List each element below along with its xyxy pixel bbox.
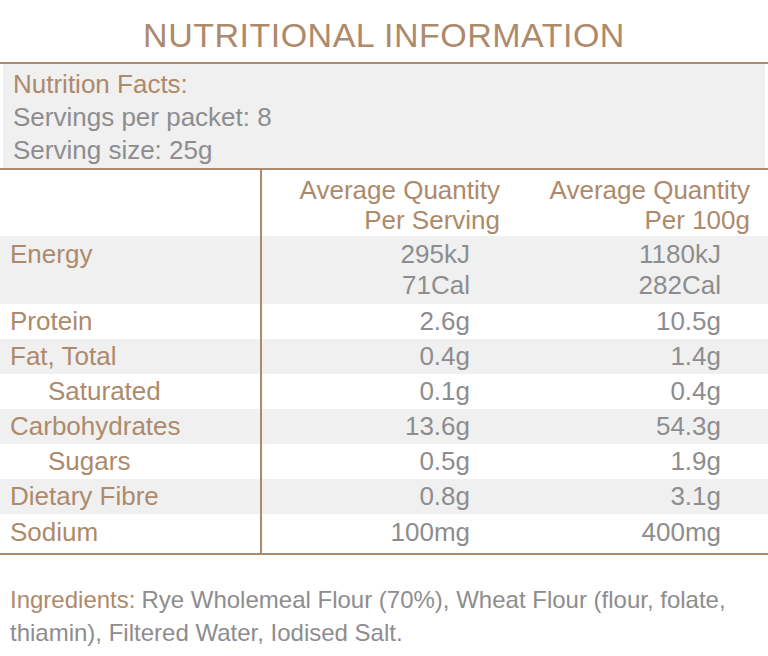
value-line: 295kJ — [260, 239, 470, 270]
column-header-line: Average Quantity — [260, 175, 500, 205]
table-header-row: Average Quantity Per Serving Average Qua… — [0, 170, 768, 236]
ingredients-section: Ingredients:Rye Wholemeal Flour (70%), W… — [0, 583, 768, 649]
row-label: Sugars — [0, 444, 260, 479]
table-row: Carbohydrates13.6g54.3g — [0, 409, 768, 444]
value-line: 1180kJ — [470, 239, 721, 270]
divider-table-bottom — [0, 553, 768, 555]
value-per-serving: 2.6g — [260, 304, 470, 339]
value-line: 0.5g — [260, 444, 470, 479]
facts-heading: Nutrition Facts: — [13, 68, 765, 101]
row-label: Dietary Fibre — [0, 479, 260, 514]
value-line: 54.3g — [470, 409, 721, 444]
row-label: Fat, Total — [0, 339, 260, 374]
value-line: 0.4g — [260, 339, 470, 374]
servings-per-packet: Servings per packet: 8 — [13, 101, 765, 134]
value-line: 100mg — [260, 514, 470, 551]
table-row: Fat, Total0.4g1.4g — [0, 339, 768, 374]
value-line: 10.5g — [470, 304, 721, 339]
table-row: Saturated0.1g0.4g — [0, 374, 768, 409]
row-label: Energy — [0, 239, 260, 304]
nutrition-label: NUTRITIONAL INFORMATION Nutrition Facts:… — [0, 0, 768, 656]
value-per-serving: 13.6g — [260, 409, 470, 444]
value-per-100g: 1.9g — [470, 444, 721, 479]
row-label: Protein — [0, 304, 260, 339]
value-line: 400mg — [470, 514, 721, 551]
column-header-line: Per 100g — [500, 205, 750, 235]
value-per-serving: 0.5g — [260, 444, 470, 479]
page-title: NUTRITIONAL INFORMATION — [0, 0, 768, 62]
row-label: Saturated — [0, 374, 260, 409]
column-divider-line — [260, 170, 262, 553]
value-line: 1.4g — [470, 339, 721, 374]
row-label: Carbohydrates — [0, 409, 260, 444]
value-per-100g: 10.5g — [470, 304, 721, 339]
column-header-line: Per Serving — [260, 205, 500, 235]
table-row: Sodium100mg400mg — [0, 514, 768, 553]
table-row: Energy295kJ71Cal1180kJ282Cal — [0, 236, 768, 304]
value-per-serving: 0.8g — [260, 479, 470, 514]
nutrition-facts-panel: Nutrition Facts: Servings per packet: 8 … — [3, 64, 765, 168]
row-label: Sodium — [0, 514, 260, 553]
value-line: 71Cal — [260, 270, 470, 301]
value-per-serving: 295kJ71Cal — [260, 239, 470, 304]
ingredients-label: Ingredients: — [10, 586, 141, 613]
value-line: 3.1g — [470, 479, 721, 514]
value-per-100g: 400mg — [470, 514, 721, 553]
value-line: 282Cal — [470, 270, 721, 301]
value-per-100g: 0.4g — [470, 374, 721, 409]
value-per-100g: 54.3g — [470, 409, 721, 444]
table-body: Energy295kJ71Cal1180kJ282CalProtein2.6g1… — [0, 236, 768, 553]
value-per-serving: 0.4g — [260, 339, 470, 374]
value-line: 1.9g — [470, 444, 721, 479]
serving-size: Serving size: 25g — [13, 134, 765, 167]
value-line: 0.8g — [260, 479, 470, 514]
value-per-100g: 1180kJ282Cal — [470, 239, 721, 304]
table-row: Sugars0.5g1.9g — [0, 444, 768, 479]
value-line: 0.1g — [260, 374, 470, 409]
value-line: 0.4g — [470, 374, 721, 409]
column-header-per-100g: Average Quantity Per 100g — [500, 175, 768, 236]
value-line: 2.6g — [260, 304, 470, 339]
table-row: Protein2.6g10.5g — [0, 304, 768, 339]
column-header-line: Average Quantity — [500, 175, 750, 205]
column-header-per-serving: Average Quantity Per Serving — [260, 175, 500, 236]
value-per-100g: 1.4g — [470, 339, 721, 374]
value-per-serving: 100mg — [260, 514, 470, 553]
value-line: 13.6g — [260, 409, 470, 444]
value-per-serving: 0.1g — [260, 374, 470, 409]
nutrition-table: Average Quantity Per Serving Average Qua… — [0, 170, 768, 553]
value-per-100g: 3.1g — [470, 479, 721, 514]
table-row: Dietary Fibre0.8g3.1g — [0, 479, 768, 514]
